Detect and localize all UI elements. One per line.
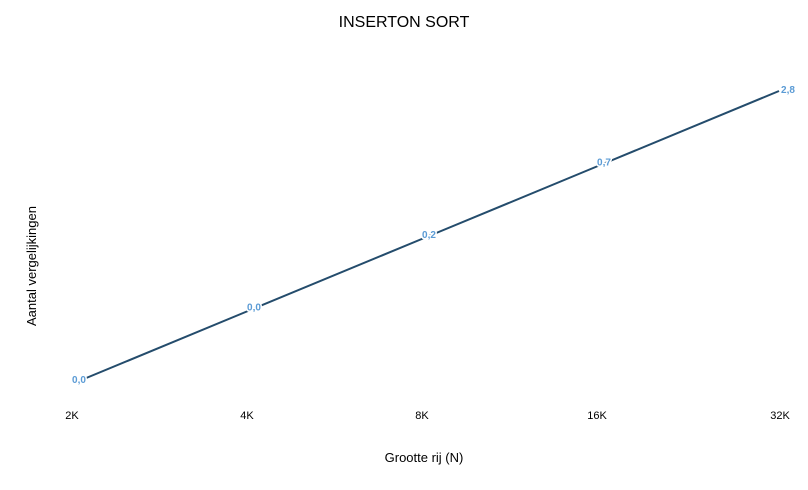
x-tick-label: 16K <box>587 410 607 422</box>
x-axis-title: Grootte rij (N) <box>385 450 464 465</box>
data-label: 0,7 <box>597 158 611 169</box>
x-axis-ticks: 2K 4K 8K 16K 32K <box>65 410 790 422</box>
data-label: 0,2 <box>422 230 436 241</box>
x-tick-label: 8K <box>415 410 429 422</box>
x-tick-label: 4K <box>240 410 254 422</box>
x-tick-label: 2K <box>65 410 79 422</box>
y-axis-title: Aantal vergelijkingen <box>24 206 39 326</box>
data-label: 0,0 <box>72 375 86 386</box>
chart-title: INSERTON SORT <box>339 14 470 31</box>
data-label: 2,8 <box>781 85 795 96</box>
x-tick-label: 32K <box>770 410 790 422</box>
plot-area: 0,0 0,0 0,2 0,7 2,8 <box>71 84 797 388</box>
series-line <box>78 90 780 382</box>
data-label: 0,0 <box>247 303 261 314</box>
